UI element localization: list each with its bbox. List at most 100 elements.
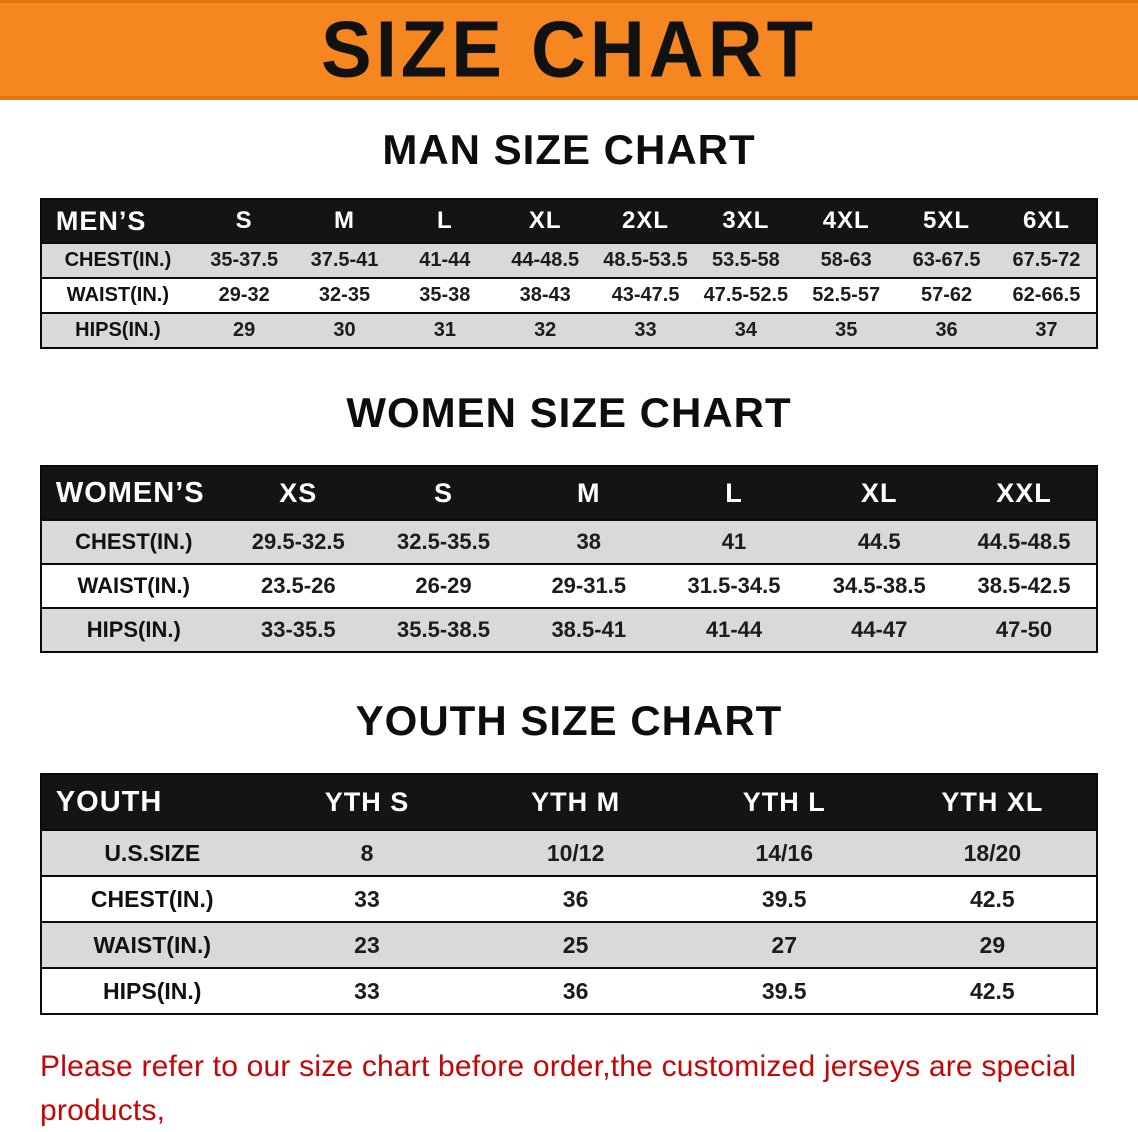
value-cell: 29.5-32.5 xyxy=(251,529,345,554)
table-row: WAIST(IN.) 29-32 32-35 35-38 38-43 43-47.5 47.… xyxy=(40,278,1098,313)
banner: SIZE CHART xyxy=(0,0,1138,100)
value-cell: 29-32 xyxy=(218,284,270,306)
size-header-cell: YTH L xyxy=(679,774,889,830)
value-cell: 30 xyxy=(333,319,356,341)
size-header-cell: L xyxy=(661,466,807,520)
value-cell: 8 xyxy=(360,839,374,866)
table-row: HIPS(IN.) 33 36 39.5 42.5 xyxy=(40,968,1098,1014)
table-title-cell: WOMEN’S xyxy=(40,466,226,520)
value-cell: 18/20 xyxy=(963,839,1022,866)
table-row: HIPS(IN.) 29 30 31 32 33 34 35 36 37 xyxy=(40,313,1098,348)
value-cell: 25 xyxy=(562,931,589,958)
value-cell: 35 xyxy=(835,319,858,341)
row-label-cell: WAIST(IN.) xyxy=(66,284,170,306)
value-cell: 36 xyxy=(562,885,589,912)
value-cell: 44.5-48.5 xyxy=(977,529,1071,554)
row-label-cell: HIPS(IN.) xyxy=(86,617,181,642)
size-header-cell: YTH M xyxy=(471,774,680,830)
size-header-cell: M xyxy=(516,466,662,520)
size-header-cell: YTH S xyxy=(262,774,472,830)
value-cell: 33-35.5 xyxy=(260,617,336,642)
table-row: WAIST(IN.) 23 25 27 29 xyxy=(40,922,1098,968)
row-label-cell: CHEST(IN.) xyxy=(64,249,172,271)
size-header-cell: 3XL xyxy=(695,199,797,243)
value-cell: 39.5 xyxy=(761,977,807,1004)
value-cell: 43-47.5 xyxy=(611,284,680,306)
value-cell: 14/16 xyxy=(755,839,813,866)
size-header-cell: M xyxy=(294,199,395,243)
value-cell: 33 xyxy=(354,885,380,912)
value-cell: 41-44 xyxy=(705,617,763,642)
value-cell: 53.5-58 xyxy=(711,249,780,271)
size-header-cell: S xyxy=(370,466,517,520)
table-row: HIPS(IN.) 33-35.5 35.5-38.5 38.5-41 41-44 44-… xyxy=(40,608,1098,652)
value-cell: 47.5-52.5 xyxy=(703,284,789,306)
women-size-table: WOMEN’S XS S M L XL XXL CHEST(IN.) 29.5-32.5 32.5… xyxy=(39,465,1099,653)
size-header-cell: 4XL xyxy=(796,199,897,243)
value-cell: 32 xyxy=(534,319,557,341)
men-section-heading: MAN SIZE CHART xyxy=(382,126,756,173)
value-cell: 38.5-41 xyxy=(551,617,627,642)
value-cell: 27 xyxy=(771,931,798,958)
size-header-cell: XL xyxy=(806,466,952,520)
size-header-cell: YTH XL xyxy=(888,774,1098,830)
table-row: U.S.SIZE 8 10/12 14/16 18/20 xyxy=(40,830,1098,876)
value-cell: 31 xyxy=(433,319,456,341)
value-cell: 44-48.5 xyxy=(511,249,580,271)
table-row: WAIST(IN.) 23.5-26 26-29 29-31.5 31.5-34.5 34… xyxy=(40,564,1098,608)
size-header-cell: S xyxy=(193,199,295,243)
value-cell: 29-31.5 xyxy=(551,573,627,598)
table-header-row: WOMEN’S XS S M L XL XXL xyxy=(40,466,1098,520)
size-header-cell: XL xyxy=(495,199,596,243)
value-cell: 42.5 xyxy=(969,885,1015,912)
size-header-cell: 5XL xyxy=(896,199,997,243)
value-cell: 32-35 xyxy=(318,284,371,306)
footer-note-line-1: Please refer to our size chart before or… xyxy=(40,1050,1077,1127)
footer-note: Please refer to our size chart before or… xyxy=(40,1045,1112,1132)
table-row: CHEST(IN.) 33 36 39.5 42.5 xyxy=(40,876,1098,922)
size-header-cell: 2XL xyxy=(595,199,696,243)
row-label-cell: HIPS(IN.) xyxy=(103,977,202,1004)
value-cell: 48.5-53.5 xyxy=(603,249,688,271)
size-header-cell: L xyxy=(394,199,496,243)
size-header-cell: 6XL xyxy=(996,199,1098,243)
value-cell: 67.5-72 xyxy=(1012,249,1081,271)
row-label-cell: WAIST(IN.) xyxy=(77,573,190,598)
value-cell: 37 xyxy=(1035,319,1058,341)
table-title-cell: YOUTH xyxy=(40,774,263,830)
value-cell: 57-62 xyxy=(920,284,973,306)
value-cell: 10/12 xyxy=(546,839,605,866)
value-cell: 29 xyxy=(233,319,256,341)
value-cell: 37.5-41 xyxy=(310,249,379,271)
row-label-cell: WAIST(IN.) xyxy=(93,931,212,958)
value-cell: 35-37.5 xyxy=(210,249,279,271)
value-cell: 26-29 xyxy=(415,573,472,598)
value-cell: 38 xyxy=(576,529,601,554)
table-row: CHEST(IN.) 35-37.5 37.5-41 41-44 44-48.5 48.5… xyxy=(40,243,1098,278)
value-cell: 35-38 xyxy=(419,284,471,306)
table-header-row: MEN’S S M L XL 2XL 3XL 4XL 5XL 6XL xyxy=(40,199,1098,243)
value-cell: 33 xyxy=(354,977,380,1004)
value-cell: 36 xyxy=(935,319,958,341)
value-cell: 63-67.5 xyxy=(912,249,981,271)
table-header-row: YOUTH YTH S YTH M YTH L YTH XL xyxy=(40,774,1098,830)
value-cell: 34 xyxy=(734,319,757,341)
size-header-cell: XXL xyxy=(951,466,1098,520)
value-cell: 44.5 xyxy=(857,529,901,554)
value-cell: 32.5-35.5 xyxy=(397,529,490,554)
value-cell: 31.5-34.5 xyxy=(687,573,781,598)
value-cell: 23.5-26 xyxy=(260,573,336,598)
row-label-cell: U.S.SIZE xyxy=(104,839,201,866)
value-cell: 44-47 xyxy=(851,617,908,642)
men-size-table: MEN’S S M L XL 2XL 3XL 4XL 5XL 6XL CHEST(IN.) 35-37… xyxy=(39,198,1099,349)
value-cell: 39.5 xyxy=(761,885,807,912)
value-cell: 36 xyxy=(562,977,589,1004)
size-header-cell: XS xyxy=(225,466,371,520)
value-cell: 41 xyxy=(721,529,747,554)
value-cell: 38-43 xyxy=(519,284,571,306)
value-cell: 29 xyxy=(979,931,1006,958)
women-section-heading: WOMEN SIZE CHART xyxy=(346,389,792,436)
value-cell: 38.5-42.5 xyxy=(977,573,1071,598)
value-cell: 52.5-57 xyxy=(812,284,881,306)
